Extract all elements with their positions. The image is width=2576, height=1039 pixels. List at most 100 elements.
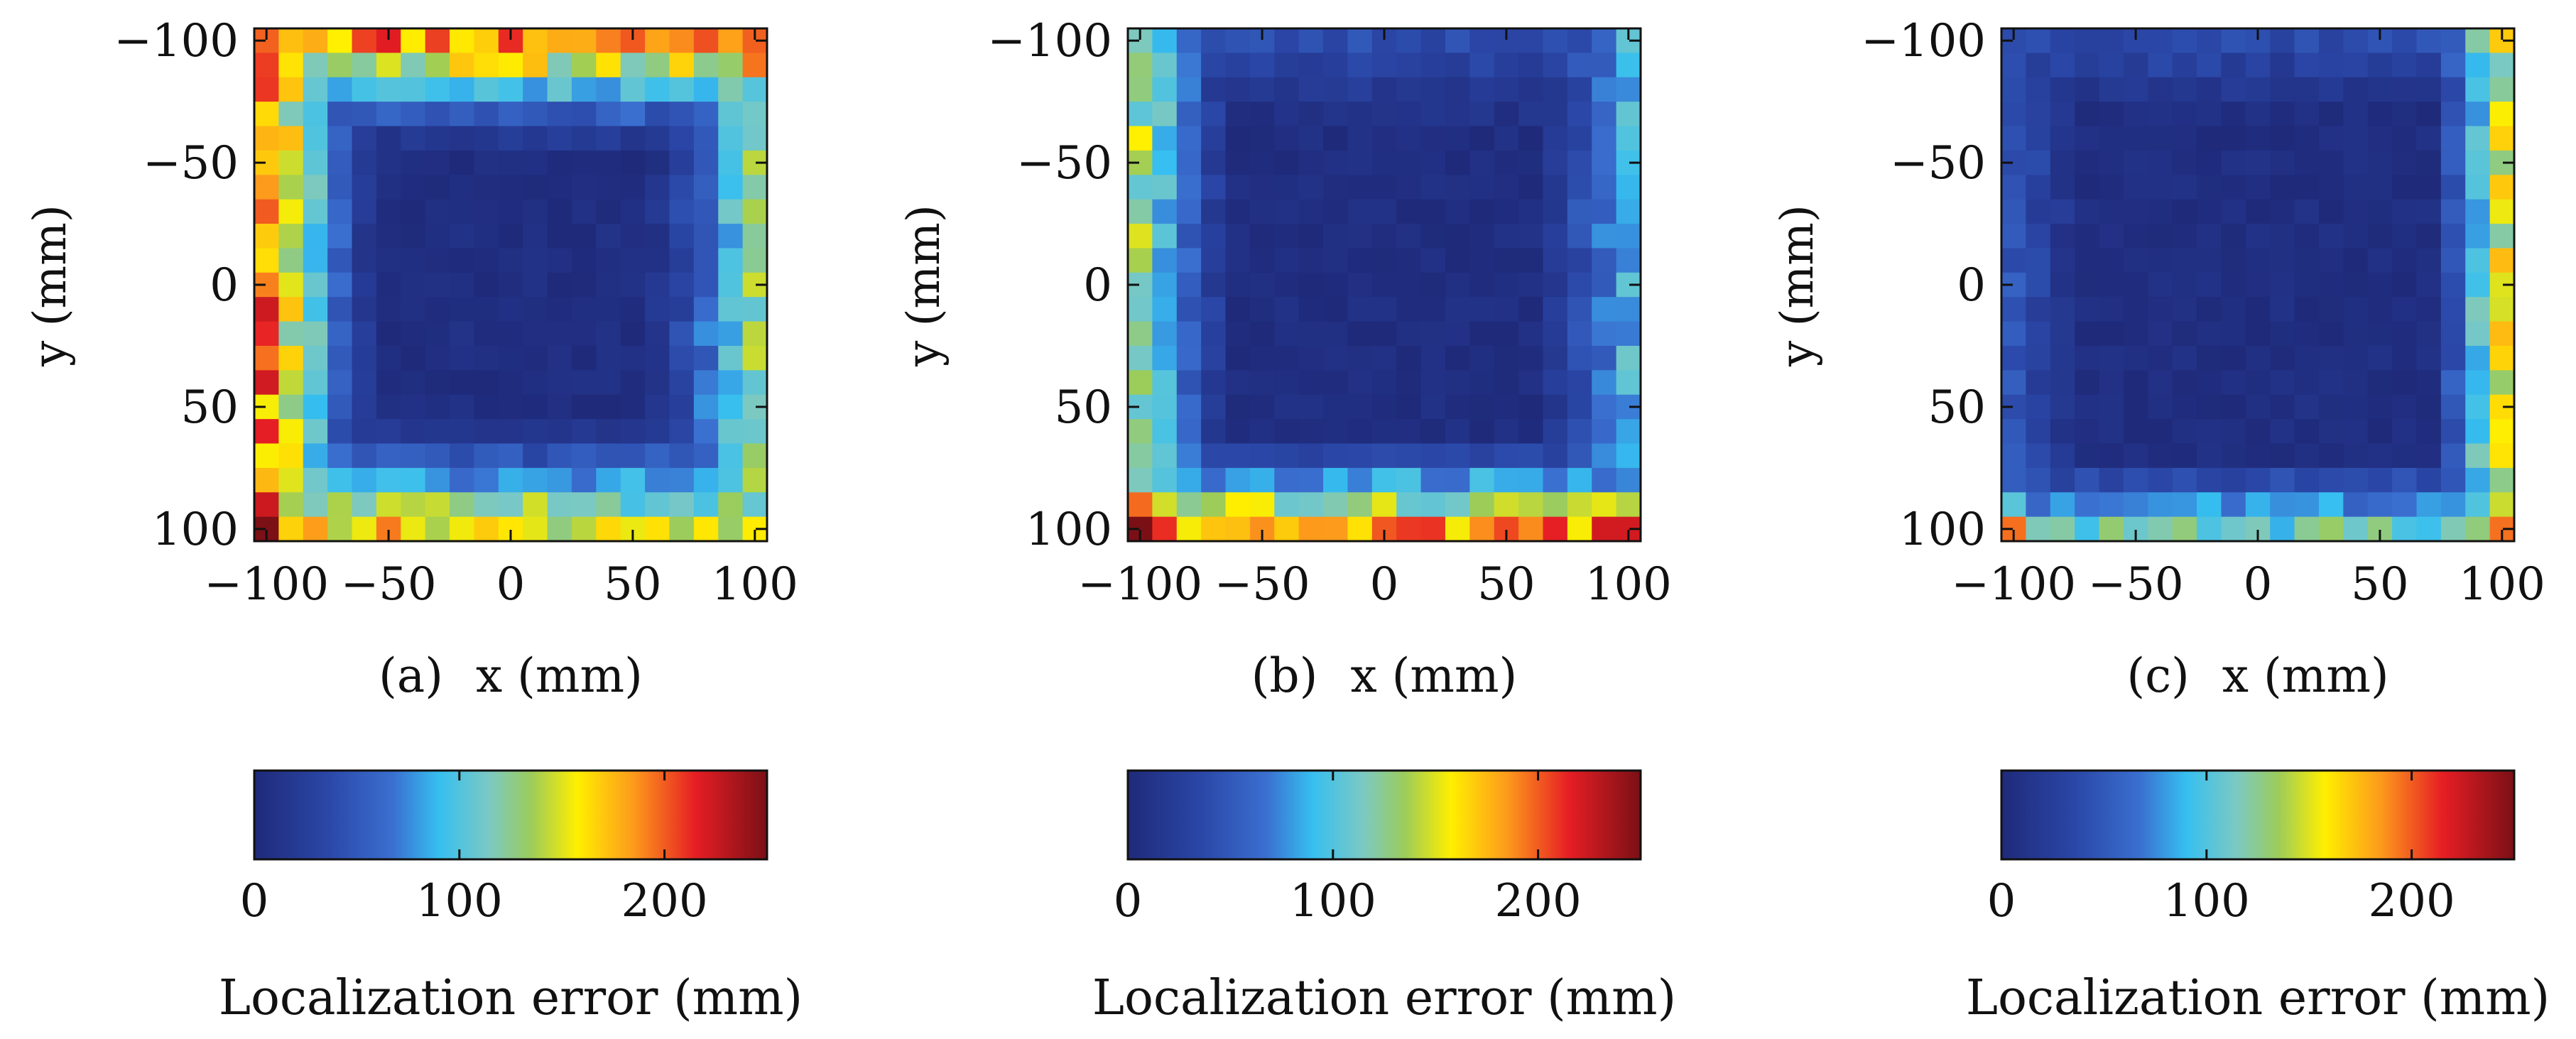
heatmap-cell [2197,297,2222,322]
heatmap-cell [571,224,597,249]
heatmap-cell [1567,53,1593,78]
heatmap-cell [1249,321,1276,347]
heatmap-cell [2465,126,2491,151]
heatmap-cell [327,248,353,273]
heatmap-cell [376,102,402,127]
heatmap-cell [2245,77,2271,102]
heatmap-cell [2489,297,2515,322]
heatmap-cell [2416,126,2442,151]
heatmap-cell [571,199,597,224]
panel-letter: (b) [1251,648,1318,703]
heatmap-cell [693,28,719,54]
y-tick-labels: −100 −50 0 50 100 [987,15,1112,556]
heatmap-cell [1298,150,1324,176]
y-tick-label: −100 [987,15,1112,67]
heatmap-cell [1371,419,1397,445]
heatmap-cell [425,28,450,54]
heatmap-cell [1201,467,1227,494]
heatmap-cell [2270,370,2295,396]
heatmap-cell [1543,199,1568,224]
heatmap-cell [376,492,402,518]
heatmap-cell [1323,467,1349,494]
heatmap-cell [2221,248,2246,273]
heatmap-cell [2465,370,2491,396]
heatmap-cell [1567,150,1593,176]
heatmap-cell [1567,102,1593,127]
heatmap-cell [1567,443,1593,469]
heatmap-cell [718,248,744,273]
heatmap-cell [1128,248,1153,273]
heatmap-cell [254,175,280,200]
heatmap-cell [547,77,572,102]
heatmap-cell [1543,419,1568,445]
heatmap-cell [1176,516,1202,542]
heatmap-cell [327,321,353,347]
heatmap-cell [1469,53,1495,78]
heatmap-cell [547,370,572,396]
heatmap-cell [352,297,377,322]
heatmap-cell [2416,175,2442,200]
heatmap-cell [1469,199,1495,224]
heatmap-cell [254,53,280,78]
heatmap-cell [2123,102,2149,127]
colorbar-tick-label: 100 [416,875,503,928]
heatmap-cell [571,321,597,347]
heatmap-cell [474,28,499,54]
heatmap-cell [1469,102,1495,127]
heatmap-cell [2148,345,2173,371]
heatmap-cell [2367,53,2393,78]
heatmap-cell [1543,492,1568,518]
heatmap-cell [1128,175,1153,200]
heatmap-cell [2148,175,2173,200]
heatmap-cell [1201,345,1227,371]
heatmap-cell [1469,345,1495,371]
heatmap-cell [278,419,304,445]
heatmap-cell [327,467,353,494]
heatmap-cell [2416,492,2442,518]
heatmap-cell [1543,224,1568,249]
heatmap-cell [254,492,280,518]
heatmap-cell [596,199,621,224]
heatmap-cell [1567,321,1593,347]
heatmap-cell [1152,516,1178,542]
heatmap-cell [1567,126,1593,151]
heatmap-cell [2197,224,2222,249]
y-tick-label: 50 [1055,381,1112,434]
heatmap-cell [2343,516,2369,542]
heatmap-cell [1371,443,1397,469]
heatmap-cell [2123,126,2149,151]
heatmap-cell [1371,248,1397,273]
heatmap-cell [401,443,426,469]
heatmap-cell [254,321,280,347]
heatmap-cell [2294,248,2320,273]
heatmap-cell [2318,102,2344,127]
heatmap-cell [1298,345,1324,371]
heatmap-cell [645,419,670,445]
heatmap-cell [2318,370,2344,396]
heatmap-cell [1323,492,1349,518]
x-tick-label: 100 [712,558,798,611]
heatmap-cell [2416,419,2442,445]
heatmap-cell [669,102,695,127]
heatmap-cell [523,102,548,127]
heatmap-cell [523,150,548,176]
heatmap-cell [2440,150,2467,176]
heatmap-cell [547,248,572,273]
heatmap-cell [2440,394,2467,420]
colorbar-tick-label: 200 [621,875,708,928]
heatmap-cell [1298,443,1324,469]
y-tick-label: 0 [1957,259,1986,312]
heatmap-cell [1201,53,1227,78]
heatmap-cell [1445,199,1471,224]
heatmap-cell [523,199,548,224]
heatmap-cell [2367,199,2393,224]
heatmap-cell [2075,126,2100,151]
heatmap-cell [1396,370,1422,396]
heatmap-cell [2050,102,2075,127]
heatmap-cell [571,102,597,127]
heatmap-cell [2221,516,2246,542]
heatmap-cell [2050,492,2075,518]
heatmap-cell [2465,419,2491,445]
x-tick-labels: −100 −50 0 50 100 [1951,558,2545,611]
colorbar-tick-label: 200 [2369,875,2455,928]
